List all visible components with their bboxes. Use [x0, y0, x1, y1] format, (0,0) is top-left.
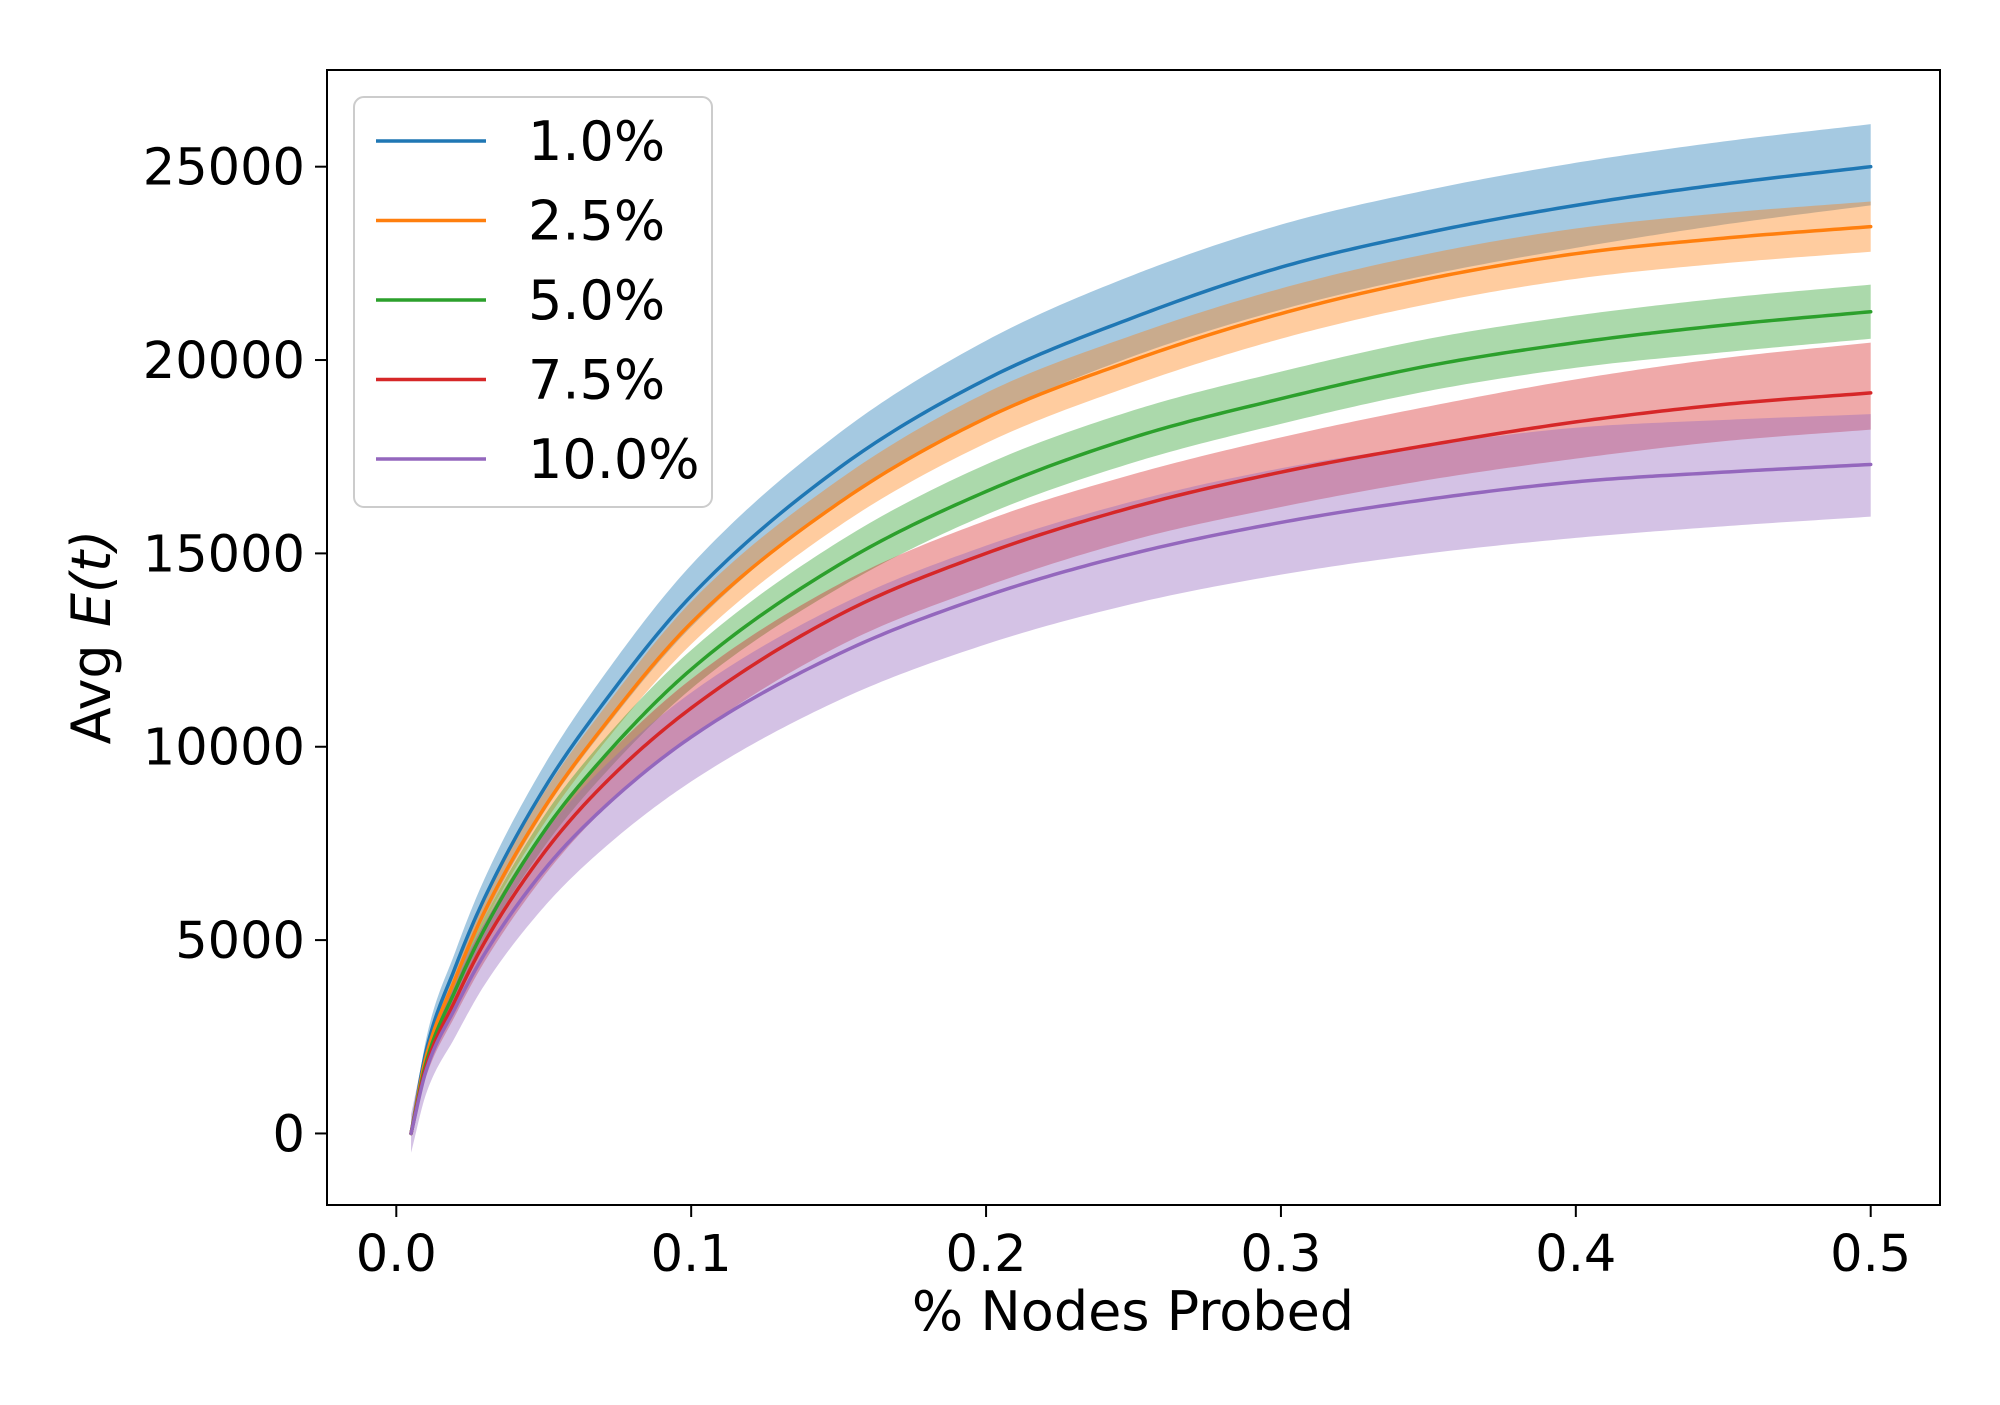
series-line-5.0%	[409, 309, 1873, 1136]
y-tick-label: 25000	[143, 139, 305, 198]
series-line-7.5%	[409, 391, 1873, 1136]
y-tick-label: 0	[273, 1105, 305, 1164]
legend-label-5.0%: 5.0%	[528, 269, 665, 332]
legend-label-2.5%: 2.5%	[528, 190, 665, 253]
legend: 1.0% 2.5% 5.0% 7.5% 10.0%	[353, 96, 713, 508]
y-tick-label: 5000	[175, 912, 305, 971]
x-axis-ticks: 0.0 0.1 0.2 0.3 0.4 0.5	[356, 1205, 1911, 1284]
band-1.0%	[411, 124, 1871, 1134]
legend-entries: 1.0% 2.5% 5.0% 7.5% 10.0%	[376, 110, 700, 491]
x-axis-label: % Nodes Probed	[912, 1280, 1354, 1343]
band-10.0%	[411, 414, 1871, 1153]
plot-frame	[326, 69, 1941, 1206]
legend-label-10.0%: 10.0%	[528, 428, 700, 491]
series-lines	[409, 164, 1873, 1136]
legend-label-1.0%: 1.0%	[528, 110, 665, 173]
series-line-10.0%	[409, 462, 1873, 1136]
x-tick-label: 0.0	[356, 1225, 437, 1284]
confidence-bands	[411, 124, 1871, 1153]
band-7.5%	[411, 342, 1871, 1134]
y-axis-label-math: E(t)	[60, 530, 123, 627]
y-tick-label: 15000	[143, 525, 305, 584]
y-tick-label: 20000	[143, 332, 305, 391]
y-axis-label-prefix: Avg	[60, 627, 123, 744]
legend-box	[353, 96, 713, 508]
x-tick-label: 0.4	[1535, 1225, 1616, 1284]
x-tick-label: 0.3	[1240, 1225, 1321, 1284]
x-tick-label: 0.2	[946, 1225, 1027, 1284]
y-axis-ticks: 0 5000 10000 15000 20000 25000	[143, 139, 327, 1164]
y-tick-label: 10000	[143, 719, 305, 778]
y-axis-label: Avg E(t)	[60, 530, 123, 745]
series-line-1.0%	[409, 164, 1873, 1136]
x-tick-label: 0.1	[651, 1225, 732, 1284]
x-tick-label: 0.5	[1830, 1225, 1911, 1284]
series-line-2.5%	[409, 224, 1873, 1136]
legend-label-7.5%: 7.5%	[528, 349, 665, 412]
band-5.0%	[411, 284, 1871, 1134]
